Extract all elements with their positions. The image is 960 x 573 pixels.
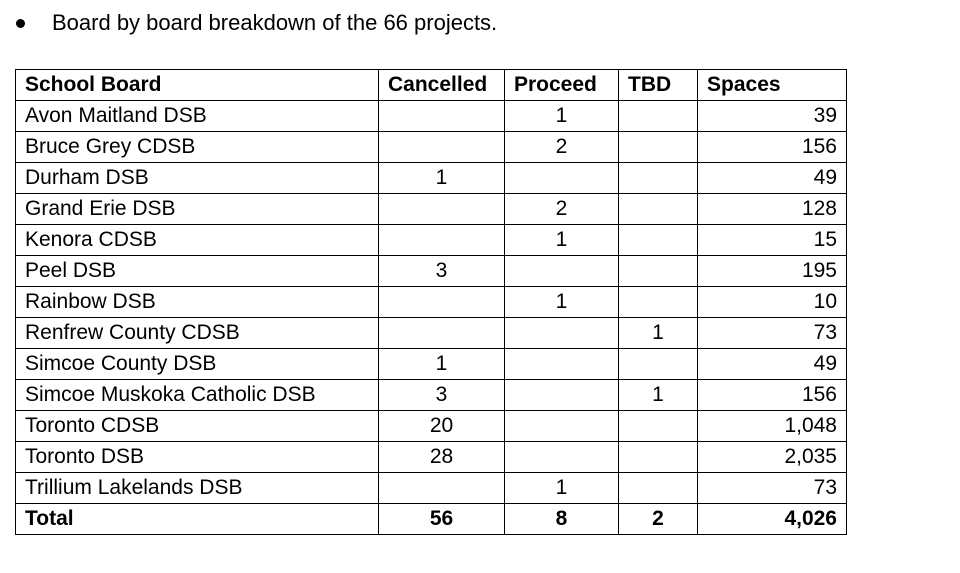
cell-proceed: 1 (504, 472, 619, 504)
cell-tbd: 1 (618, 317, 698, 349)
table-row: Simcoe County DSB 1 49 (15, 348, 847, 380)
table-row: Toronto DSB 28 2,035 (15, 441, 847, 473)
cell-spaces: 156 (697, 131, 847, 163)
cell-board: Durham DSB (15, 162, 379, 194)
cell-cancelled: 1 (378, 348, 505, 380)
cell-board: Trillium Lakelands DSB (15, 472, 379, 504)
header-proceed: Proceed (504, 69, 619, 101)
cell-proceed: 1 (504, 224, 619, 256)
cell-proceed: 1 (504, 100, 619, 132)
cell-spaces: 195 (697, 255, 847, 287)
cell-spaces: 1,048 (697, 410, 847, 442)
bullet-icon (16, 18, 25, 28)
cell-board: Bruce Grey CDSB (15, 131, 379, 163)
cell-cancelled (378, 193, 505, 225)
cell-board: Simcoe County DSB (15, 348, 379, 380)
cell-board: Kenora CDSB (15, 224, 379, 256)
cell-tbd: 1 (618, 379, 698, 411)
cell-proceed: 2 (504, 131, 619, 163)
cell-cancelled (378, 317, 505, 349)
cell-tbd (618, 193, 698, 225)
cell-board: Toronto CDSB (15, 410, 379, 442)
table-row: Toronto CDSB 20 1,048 (15, 410, 847, 442)
cell-spaces: 10 (697, 286, 847, 318)
cell-spaces: 156 (697, 379, 847, 411)
header-tbd: TBD (618, 69, 698, 101)
table-row: Trillium Lakelands DSB 1 73 (15, 472, 847, 504)
cell-tbd (618, 162, 698, 194)
cell-proceed (504, 317, 619, 349)
cell-board: Avon Maitland DSB (15, 100, 379, 132)
cell-board: Grand Erie DSB (15, 193, 379, 225)
cell-board: Peel DSB (15, 255, 379, 287)
cell-proceed (504, 379, 619, 411)
table-row: Simcoe Muskoka Catholic DSB 3 1 156 (15, 379, 847, 411)
cell-spaces: 2,035 (697, 441, 847, 473)
cell-cancelled: 3 (378, 255, 505, 287)
cell-spaces: 73 (697, 317, 847, 349)
table-total-row: Total 56 8 2 4,026 (15, 503, 847, 535)
table-row: Avon Maitland DSB 1 39 (15, 100, 847, 132)
intro-bullet: Board by board breakdown of the 66 proje… (14, 8, 497, 38)
header-school-board: School Board (15, 69, 379, 101)
board-breakdown-table: School Board Cancelled Proceed TBD Space… (15, 69, 847, 535)
cell-cancelled (378, 131, 505, 163)
cell-proceed (504, 441, 619, 473)
total-proceed: 8 (504, 503, 619, 535)
cell-board: Simcoe Muskoka Catholic DSB (15, 379, 379, 411)
table-row: Bruce Grey CDSB 2 156 (15, 131, 847, 163)
cell-tbd (618, 286, 698, 318)
cell-proceed (504, 162, 619, 194)
cell-tbd (618, 472, 698, 504)
cell-board: Renfrew County CDSB (15, 317, 379, 349)
cell-spaces: 39 (697, 100, 847, 132)
cell-cancelled (378, 224, 505, 256)
table-row: Rainbow DSB 1 10 (15, 286, 847, 318)
table-row: Durham DSB 1 49 (15, 162, 847, 194)
cell-cancelled (378, 286, 505, 318)
cell-tbd (618, 131, 698, 163)
total-tbd: 2 (618, 503, 698, 535)
total-spaces: 4,026 (697, 503, 847, 535)
cell-cancelled: 1 (378, 162, 505, 194)
cell-board: Rainbow DSB (15, 286, 379, 318)
cell-spaces: 128 (697, 193, 847, 225)
cell-cancelled: 20 (378, 410, 505, 442)
total-cancelled: 56 (378, 503, 505, 535)
cell-tbd (618, 441, 698, 473)
cell-proceed: 2 (504, 193, 619, 225)
cell-tbd (618, 348, 698, 380)
intro-text: Board by board breakdown of the 66 proje… (52, 10, 498, 35)
table-row: Grand Erie DSB 2 128 (15, 193, 847, 225)
cell-cancelled (378, 472, 505, 504)
cell-tbd (618, 100, 698, 132)
cell-tbd (618, 410, 698, 442)
cell-spaces: 49 (697, 348, 847, 380)
cell-cancelled (378, 100, 505, 132)
cell-board: Toronto DSB (15, 441, 379, 473)
cell-cancelled: 28 (378, 441, 505, 473)
cell-spaces: 15 (697, 224, 847, 256)
table-row: Renfrew County CDSB 1 73 (15, 317, 847, 349)
cell-cancelled: 3 (378, 379, 505, 411)
total-label: Total (15, 503, 379, 535)
cell-proceed: 1 (504, 286, 619, 318)
cell-tbd (618, 255, 698, 287)
header-spaces: Spaces (697, 69, 847, 101)
header-cancelled: Cancelled (378, 69, 505, 101)
cell-spaces: 49 (697, 162, 847, 194)
cell-proceed (504, 410, 619, 442)
cell-tbd (618, 224, 698, 256)
cell-proceed (504, 255, 619, 287)
table-row: Kenora CDSB 1 15 (15, 224, 847, 256)
cell-spaces: 73 (697, 472, 847, 504)
cell-proceed (504, 348, 619, 380)
table-header-row: School Board Cancelled Proceed TBD Space… (15, 69, 847, 101)
table-row: Peel DSB 3 195 (15, 255, 847, 287)
